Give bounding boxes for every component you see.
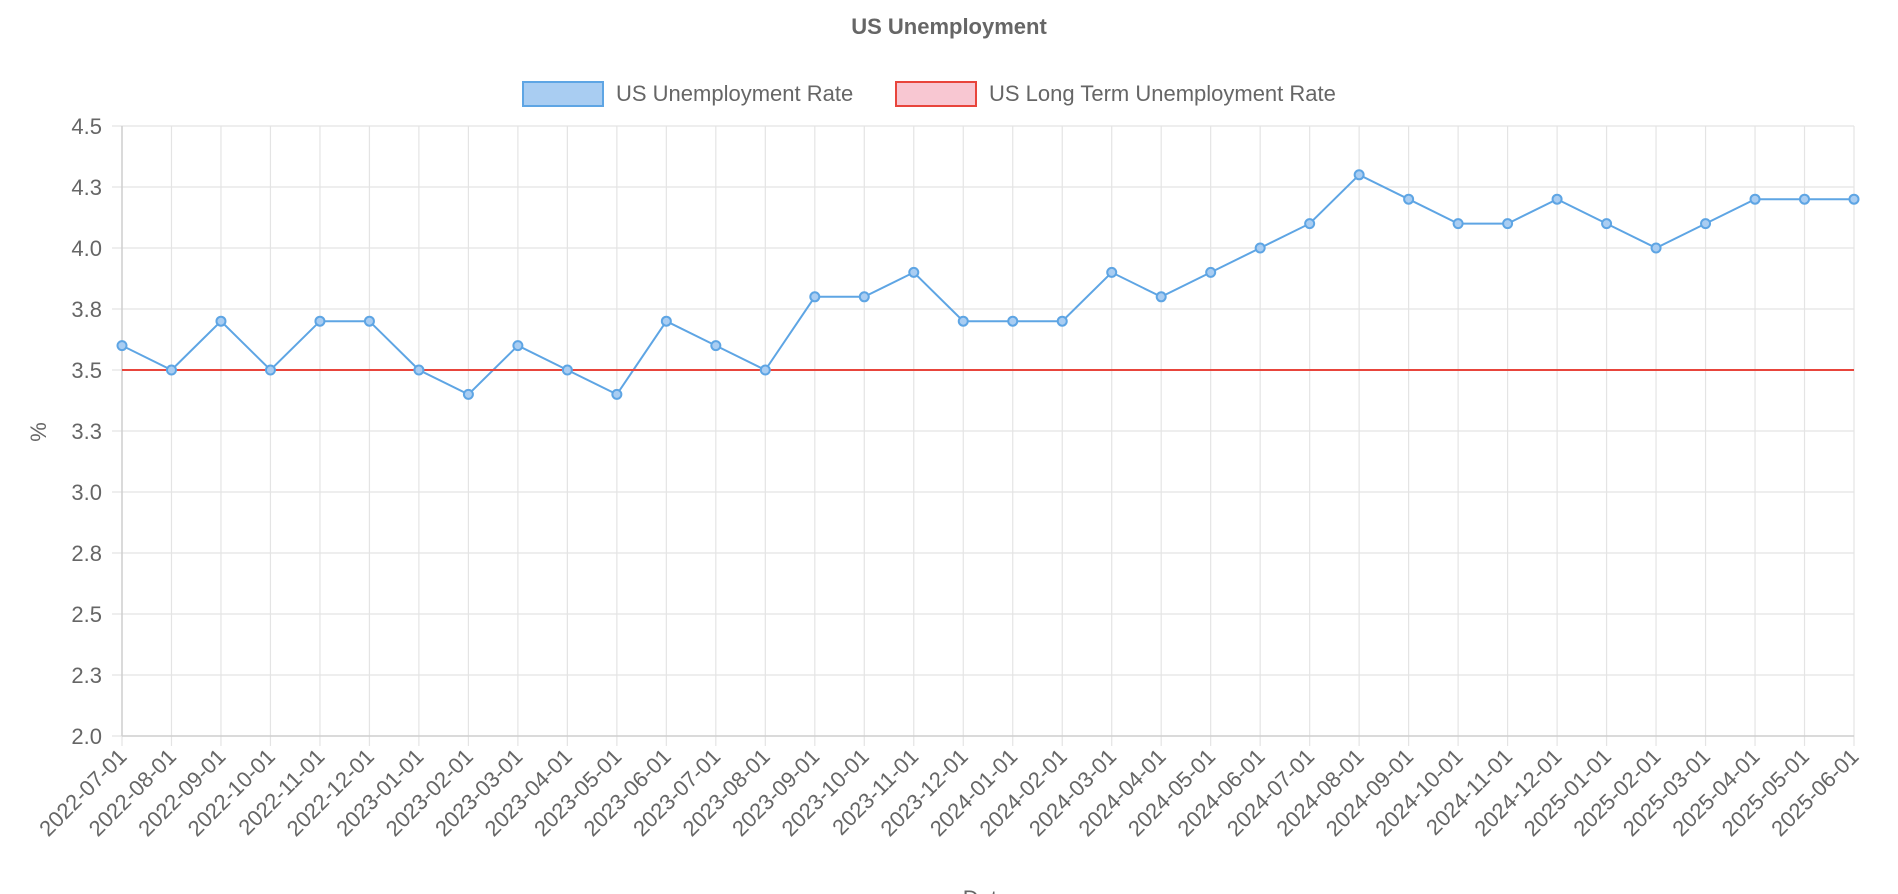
legend-item-unemployment[interactable]: US Unemployment Rate — [522, 81, 853, 107]
chart-title: US Unemployment — [851, 14, 1047, 39]
data-point[interactable] — [314, 315, 326, 327]
data-point[interactable] — [413, 364, 425, 376]
data-point[interactable] — [1551, 193, 1563, 205]
legend-swatch-unemployment — [522, 81, 604, 107]
data-point[interactable] — [1749, 193, 1761, 205]
data-point[interactable] — [561, 364, 573, 376]
data-point[interactable] — [1799, 193, 1811, 205]
y-tick-label: 4.3 — [71, 175, 102, 200]
legend-label-long-term: US Long Term Unemployment Rate — [989, 81, 1336, 106]
series-lines — [121, 173, 1854, 396]
y-tick-label: 3.8 — [71, 297, 102, 322]
data-point[interactable] — [1155, 291, 1167, 303]
data-point[interactable] — [908, 266, 920, 278]
legend-item-long-term[interactable]: US Long Term Unemployment Rate — [895, 81, 1336, 107]
data-point[interactable] — [165, 364, 177, 376]
data-point[interactable] — [1205, 266, 1217, 278]
data-point[interactable] — [462, 388, 474, 400]
data-point[interactable] — [116, 340, 128, 352]
data-point[interactable] — [710, 340, 722, 352]
data-point[interactable] — [1056, 315, 1068, 327]
y-tick-label: 2.8 — [71, 541, 102, 566]
data-point[interactable] — [512, 340, 524, 352]
data-point[interactable] — [264, 364, 276, 376]
legend-swatch-long-term — [895, 81, 977, 107]
data-point[interactable] — [1353, 169, 1365, 181]
data-point[interactable] — [858, 291, 870, 303]
data-point[interactable] — [1848, 193, 1860, 205]
data-point[interactable] — [1007, 315, 1019, 327]
x-axis-ticks: 2022-07-012022-08-012022-09-012022-10-01… — [34, 744, 1863, 841]
data-point[interactable] — [1601, 218, 1613, 230]
data-point[interactable] — [215, 315, 227, 327]
data-point[interactable] — [1254, 242, 1266, 254]
data-point[interactable] — [363, 315, 375, 327]
data-point[interactable] — [660, 315, 672, 327]
y-tick-label: 2.5 — [71, 602, 102, 627]
y-tick-label: 3.5 — [71, 358, 102, 383]
data-point[interactable] — [759, 364, 771, 376]
data-points — [116, 169, 1860, 400]
y-axis-title: % — [26, 422, 51, 442]
legend-label-unemployment: US Unemployment Rate — [616, 81, 853, 106]
data-point[interactable] — [1650, 242, 1662, 254]
y-tick-label: 2.0 — [71, 724, 102, 749]
data-point[interactable] — [611, 388, 623, 400]
data-point[interactable] — [1452, 218, 1464, 230]
data-point[interactable] — [809, 291, 821, 303]
data-point[interactable] — [957, 315, 969, 327]
legend: US Unemployment Rate US Long Term Unempl… — [522, 81, 1336, 107]
y-tick-label: 2.3 — [71, 663, 102, 688]
series-line-unemployment — [121, 173, 1854, 396]
y-axis-ticks: 2.0 2.3 2.5 2.8 3.0 3.3 3.5 3.8 4.0 4.3 4.5 — [71, 114, 102, 749]
y-tick-label: 3.3 — [71, 419, 102, 444]
y-tick-label: 3.0 — [71, 480, 102, 505]
grid-lines — [112, 125, 1855, 746]
data-point[interactable] — [1502, 218, 1514, 230]
data-point[interactable] — [1304, 218, 1316, 230]
y-tick-label: 4.0 — [71, 236, 102, 261]
data-point[interactable] — [1403, 193, 1415, 205]
y-tick-label: 4.5 — [71, 114, 102, 139]
data-point[interactable] — [1700, 218, 1712, 230]
x-axis-title: Date — [963, 886, 1009, 894]
data-point[interactable] — [1106, 266, 1118, 278]
